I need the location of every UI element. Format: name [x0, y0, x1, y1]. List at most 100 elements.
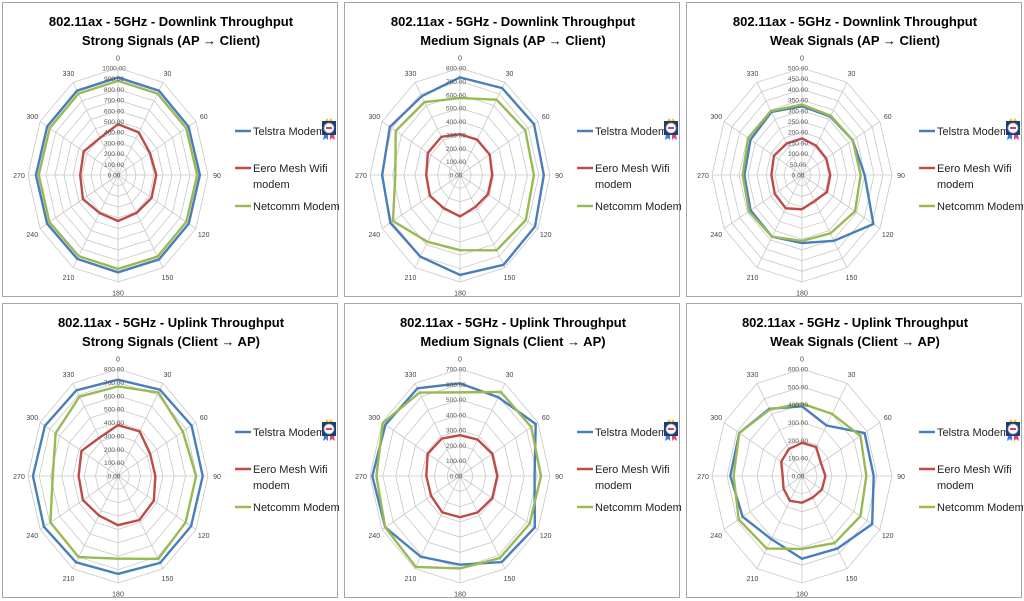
spoke-line — [723, 121, 803, 176]
data-point — [801, 502, 803, 504]
radial-tick-label: 250.00 — [788, 119, 808, 126]
data-point — [825, 157, 827, 160]
data-point — [426, 241, 429, 243]
data-point — [117, 80, 119, 82]
legend-item: Telstra Modem — [235, 126, 325, 138]
radial-tick-label: 600.00 — [446, 92, 466, 99]
data-point — [80, 450, 83, 452]
data-point — [117, 271, 119, 273]
data-point — [738, 432, 740, 434]
legend-item: Netcomm Modem — [577, 502, 681, 514]
data-point — [859, 435, 862, 437]
data-point — [774, 193, 776, 195]
radial-tick-label: 100.00 — [788, 151, 808, 158]
data-point — [780, 461, 782, 463]
legend-item: Netcomm Modem — [235, 201, 339, 213]
data-point — [833, 240, 835, 242]
data-point — [157, 558, 159, 560]
legend-label: Telstra Modem — [595, 427, 667, 439]
data-point — [733, 475, 735, 477]
radial-tick-label: 600.00 — [104, 393, 124, 400]
angle-label: 270 — [697, 173, 709, 180]
radial-tick-label: 300.00 — [788, 108, 808, 115]
data-point — [771, 236, 773, 238]
angle-label: 330 — [63, 71, 75, 78]
spoke-line — [723, 174, 803, 229]
angle-label: 300 — [26, 415, 38, 422]
data-point — [459, 215, 461, 218]
legend-label: Netcomm Modem — [253, 502, 339, 514]
data-point — [78, 396, 81, 398]
radial-tick-label: 700.00 — [446, 79, 466, 86]
legend-item: Netcomm Modem — [919, 201, 1023, 213]
radial-tick-label: 200.00 — [104, 151, 124, 158]
data-point — [872, 223, 874, 225]
data-point — [476, 139, 478, 141]
chart-title: 802.11ax - 5GHz - Downlink Throughput — [390, 14, 636, 29]
spoke-line — [756, 174, 803, 268]
data-point — [117, 424, 119, 426]
data-point — [801, 240, 803, 242]
data-point — [35, 174, 37, 176]
data-point — [82, 499, 84, 501]
data-point — [421, 95, 423, 97]
radial-tick-label: 0.00 — [108, 474, 121, 481]
data-point — [416, 387, 419, 389]
data-point — [382, 422, 384, 424]
data-point — [459, 97, 461, 99]
data-point — [392, 220, 394, 222]
data-point — [459, 274, 461, 276]
data-point — [824, 475, 826, 477]
data-point — [821, 489, 823, 491]
legend-item: Eero Mesh Wifi modem — [577, 163, 670, 191]
data-point — [528, 523, 531, 525]
data-point — [48, 221, 51, 223]
radial-tick-label: 800.00 — [104, 87, 124, 94]
spoke-line — [801, 475, 881, 530]
legend-label: Netcomm Modem — [937, 502, 1023, 514]
data-point — [852, 139, 854, 141]
data-point — [459, 564, 461, 566]
data-point — [459, 434, 461, 436]
legend-item: Eero Mesh Wifi modem — [235, 163, 328, 191]
legend-label: Netcomm Modem — [595, 201, 681, 213]
data-point — [117, 573, 119, 575]
radial-tick-label: 200.00 — [788, 438, 808, 445]
radial-tick-label: 100.00 — [788, 456, 808, 463]
spoke-line — [39, 475, 119, 530]
angle-label: 300 — [368, 114, 380, 121]
data-point — [78, 255, 80, 257]
angle-label: 240 — [26, 232, 38, 239]
spoke-line — [117, 82, 164, 176]
data-point — [543, 174, 545, 176]
radar-plot: 0 30 60 90 120 150 180 210 240 270 300 330 0.00 100.0… — [697, 356, 1023, 598]
angle-label: 60 — [884, 114, 892, 121]
radial-tick-label: 300.00 — [104, 433, 124, 440]
data-point — [801, 442, 803, 444]
award-badge-icon — [322, 118, 336, 140]
data-point — [533, 475, 536, 477]
angle-label: 150 — [846, 275, 858, 282]
radial-tick-label: 100.00 — [446, 159, 466, 166]
radial-tick-label: 100.00 — [446, 458, 466, 465]
data-point — [420, 556, 422, 558]
data-point — [79, 174, 81, 176]
chart-subtitle: Medium Signals (Client → AP) — [420, 334, 606, 349]
data-point — [770, 538, 772, 540]
radial-tick-label: 400.00 — [446, 119, 466, 126]
data-point — [864, 174, 866, 176]
angle-label: 30 — [506, 372, 514, 379]
data-point — [52, 475, 54, 477]
angle-label: 210 — [405, 576, 417, 583]
chart-title: 802.11ax - 5GHz - Downlink Throughput — [48, 14, 294, 29]
data-point — [534, 225, 536, 228]
legend-label: Telstra Modem — [253, 427, 325, 439]
data-point — [202, 475, 204, 477]
radial-tick-label: 600.00 — [446, 382, 466, 389]
data-point — [487, 193, 489, 195]
data-point — [149, 453, 151, 455]
angle-label: 330 — [63, 372, 75, 379]
data-point — [117, 379, 119, 381]
data-point — [43, 526, 45, 528]
radial-tick-label: 900.00 — [104, 76, 124, 83]
